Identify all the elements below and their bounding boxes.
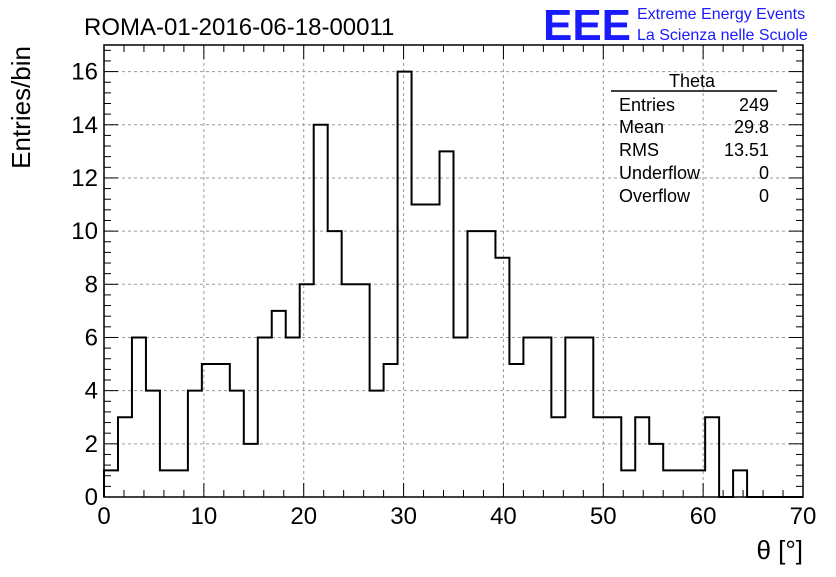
histogram-bin [509, 364, 523, 497]
y-tick-label: 10 [71, 218, 98, 245]
y-axis-label: Entries/bin [6, 46, 36, 169]
histogram [103, 70, 803, 498]
stats-label-underflow: Underflow [619, 163, 701, 183]
y-tick-label: 6 [85, 324, 98, 351]
histogram-bin [440, 151, 454, 497]
x-tick-label: 20 [290, 503, 317, 530]
stats-value-entries: 249 [739, 95, 769, 115]
x-tick-label: 10 [191, 503, 218, 530]
histogram-bin [132, 337, 146, 497]
stats-label-rms: RMS [619, 140, 659, 160]
x-tick-label: 60 [690, 503, 717, 530]
histogram-bin [635, 417, 649, 497]
stats-label-overflow: Overflow [619, 186, 691, 206]
histogram-bin [104, 470, 118, 497]
histogram-bin [579, 337, 593, 497]
histogram-bin [258, 337, 272, 497]
y-tick-label: 2 [85, 431, 98, 458]
histogram-bin [314, 125, 328, 497]
stats-box: Theta Entries 249 Mean 29.8 RMS 13.51 Un… [611, 71, 777, 206]
y-tick-label: 8 [85, 271, 98, 298]
x-axis-label: θ [°] [756, 535, 803, 565]
x-tick-label: 40 [490, 503, 517, 530]
y-tick-label: 0 [85, 484, 98, 511]
stats-value-overflow: 0 [759, 186, 769, 206]
histogram-bin [300, 284, 314, 497]
histogram-bin [160, 470, 174, 497]
histogram-bin [272, 311, 286, 497]
histogram-bin [426, 205, 440, 497]
y-tick-label: 4 [85, 378, 98, 405]
histogram-bin [705, 417, 719, 497]
histogram-bin [677, 470, 691, 497]
logo-text: EEE [543, 1, 631, 50]
histogram-bin [216, 364, 230, 497]
histogram-bin [663, 470, 677, 497]
histogram-bin [565, 337, 579, 497]
axis-ticks [103, 45, 804, 498]
histogram-bin [467, 231, 481, 497]
logo-line-2: La Scienza nelle Scuole [637, 27, 808, 44]
eee-logo: EEE Extreme Energy Events La Scienza nel… [543, 1, 808, 50]
x-tick-label: 70 [790, 503, 817, 530]
y-tick-label: 12 [71, 165, 98, 192]
stats-value-underflow: 0 [759, 163, 769, 183]
histogram-bin [733, 470, 747, 497]
histogram-bin [412, 205, 426, 497]
x-tick-label: 0 [97, 503, 110, 530]
y-tick-label: 16 [71, 59, 98, 86]
histogram-bin [481, 231, 495, 497]
x-tick-label: 50 [590, 503, 617, 530]
histogram-bin [384, 364, 398, 497]
histogram-bin [454, 337, 468, 497]
chart-title: ROMA-01-2016-06-18-00011 [84, 14, 394, 41]
histogram-bin [495, 258, 509, 497]
histogram-bin [593, 417, 607, 497]
logo-line-1: Extreme Energy Events [637, 6, 805, 23]
histogram-bin [551, 417, 565, 497]
histogram-bin [523, 337, 537, 497]
stats-value-rms: 13.51 [724, 140, 769, 160]
plot-frame [103, 44, 804, 498]
histogram-bin [328, 231, 342, 497]
histogram-bin [649, 444, 663, 497]
histogram-bin [174, 470, 188, 497]
histogram-bin [244, 444, 258, 497]
histogram-bin [118, 417, 132, 497]
tick-labels: 0 10 20 30 40 50 60 70 0 2 4 6 8 10 12 14 16 [71, 59, 816, 530]
histogram-bin [342, 284, 356, 497]
stats-box-title: Theta [669, 71, 716, 91]
histogram-bin [607, 417, 621, 497]
histogram-outline [103, 70, 803, 498]
histogram-bin [286, 337, 300, 497]
histogram-bin [537, 337, 551, 497]
y-tick-label: 14 [71, 112, 98, 139]
stats-label-mean: Mean [619, 117, 664, 137]
stats-label-entries: Entries [619, 95, 675, 115]
x-tick-label: 30 [390, 503, 417, 530]
stats-value-mean: 29.8 [734, 117, 769, 137]
